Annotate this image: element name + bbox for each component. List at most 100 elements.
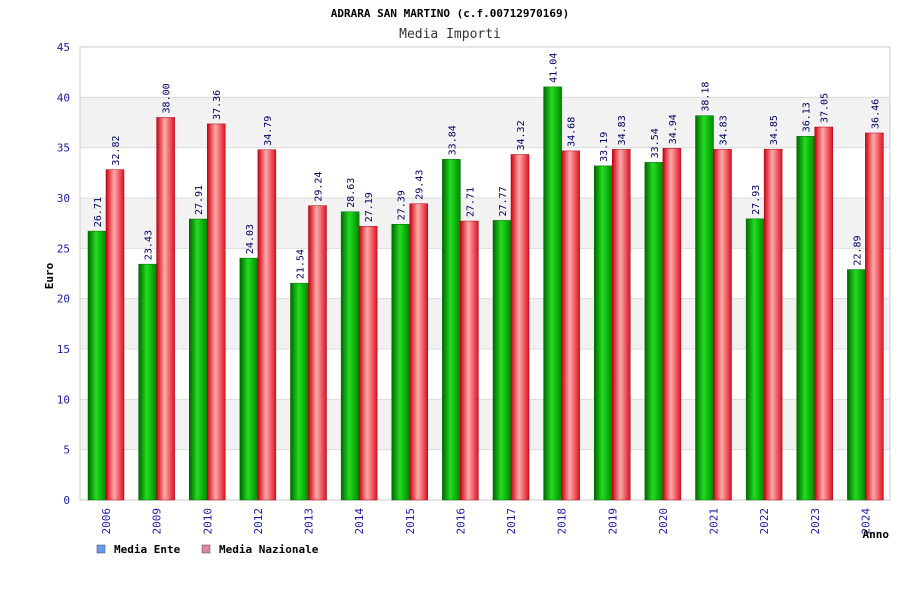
bar — [763, 148, 783, 501]
data-label: 32.82 — [111, 136, 122, 166]
y-tick-label: 35 — [57, 142, 70, 155]
data-label: 34.83 — [719, 115, 730, 145]
bar — [713, 149, 732, 501]
data-label: 24.03 — [245, 224, 256, 254]
bar — [745, 218, 765, 501]
x-tick-label: 2016 — [454, 508, 467, 535]
data-label: 34.94 — [668, 114, 679, 144]
data-label: 34.79 — [263, 116, 274, 146]
y-tick-label: 5 — [63, 444, 70, 457]
data-label: 38.18 — [701, 82, 712, 112]
x-tick-label: 2020 — [657, 508, 670, 535]
bar — [87, 230, 107, 501]
y-tick-label: 0 — [63, 494, 70, 507]
legend: Media Ente Media Nazionale — [96, 543, 319, 556]
data-label: 36.13 — [802, 102, 813, 132]
data-label: 37.05 — [820, 93, 831, 123]
bar — [391, 224, 410, 501]
bar — [510, 154, 530, 501]
chart-subtitle: Media Importi — [399, 27, 501, 42]
x-tick-label: 2022 — [758, 508, 771, 535]
y-tick-label: 45 — [57, 41, 70, 54]
data-label: 37.36 — [212, 90, 223, 120]
data-label: 33.54 — [650, 128, 661, 158]
bar — [796, 136, 815, 501]
bar — [138, 263, 157, 501]
bar — [409, 203, 428, 501]
x-axis-title: Anno — [863, 528, 890, 541]
data-label: 34.32 — [516, 120, 527, 150]
legend-swatch — [96, 544, 106, 554]
data-label: 33.19 — [599, 132, 610, 162]
bar — [492, 220, 512, 501]
bar — [847, 269, 866, 501]
legend-label: Media Ente — [114, 543, 181, 556]
data-label: 23.43 — [144, 230, 155, 260]
bar — [442, 159, 461, 501]
data-label: 26.71 — [93, 197, 104, 227]
y-tick-label: 25 — [57, 242, 70, 255]
bar — [460, 220, 479, 501]
data-label: 27.77 — [498, 186, 509, 216]
x-tick-label: 2012 — [252, 508, 265, 535]
data-label: 36.46 — [870, 99, 881, 129]
bar — [156, 117, 175, 501]
bar — [308, 205, 327, 501]
data-label: 22.89 — [852, 235, 863, 265]
chart-title: ADRARA SAN MARTINO (c.f.00712970169) — [331, 7, 569, 20]
data-label: 29.43 — [415, 170, 426, 200]
bar — [189, 218, 208, 501]
y-tick-label: 15 — [57, 343, 70, 356]
x-tick-label: 2021 — [708, 508, 721, 535]
x-tick-label: 2023 — [809, 508, 822, 535]
data-label: 33.84 — [447, 125, 458, 155]
bar — [814, 126, 833, 501]
y-axis: 0 5 10 15 20 25 30 35 40 45 — [57, 41, 70, 507]
legend-swatch — [201, 544, 211, 554]
bar — [257, 149, 277, 501]
data-label: 27.71 — [465, 187, 476, 217]
data-label: 28.63 — [346, 178, 357, 208]
x-tick-label: 2010 — [201, 508, 214, 535]
bar — [105, 169, 125, 501]
x-tick-label: 2024 — [859, 508, 872, 535]
bar — [340, 211, 360, 501]
bar — [594, 165, 613, 501]
bar — [662, 148, 682, 501]
data-label: 29.24 — [314, 172, 325, 202]
y-tick-label: 10 — [57, 393, 70, 406]
y-tick-label: 40 — [57, 91, 70, 104]
data-label: 27.19 — [364, 192, 375, 222]
data-label: 34.83 — [617, 115, 628, 145]
data-label: 38.00 — [162, 83, 173, 113]
x-axis: 2006 2009 2010 2012 2013 2014 2015 2016 2017 2018… — [100, 508, 872, 535]
bar — [290, 282, 309, 501]
data-label: 41.04 — [549, 53, 560, 83]
bar — [561, 150, 580, 501]
data-label: 34.68 — [567, 117, 578, 147]
x-tick-label: 2019 — [606, 508, 619, 535]
plot-border — [79, 46, 891, 501]
x-tick-label: 2009 — [151, 508, 164, 535]
bar — [239, 257, 259, 501]
bar — [543, 86, 562, 501]
data-label: 27.91 — [194, 185, 205, 215]
x-tick-label: 2014 — [353, 508, 366, 535]
bars: 26.71 32.82 23.43 38.00 27.91 37.36 24.03 34.79… — [87, 53, 884, 501]
data-label: 27.93 — [751, 185, 762, 215]
bar — [207, 123, 226, 501]
data-label: 27.39 — [397, 190, 408, 220]
y-tick-label: 20 — [57, 293, 70, 306]
x-tick-label: 2013 — [303, 508, 316, 535]
y-axis-title: Euro — [43, 262, 56, 289]
x-tick-label: 2018 — [556, 508, 569, 535]
bar — [644, 162, 664, 501]
bar — [612, 149, 631, 501]
legend-label: Media Nazionale — [219, 543, 319, 556]
x-tick-label: 2017 — [505, 508, 518, 535]
y-tick-label: 30 — [57, 192, 70, 205]
bar — [865, 132, 884, 501]
x-tick-label: 2006 — [100, 508, 113, 535]
